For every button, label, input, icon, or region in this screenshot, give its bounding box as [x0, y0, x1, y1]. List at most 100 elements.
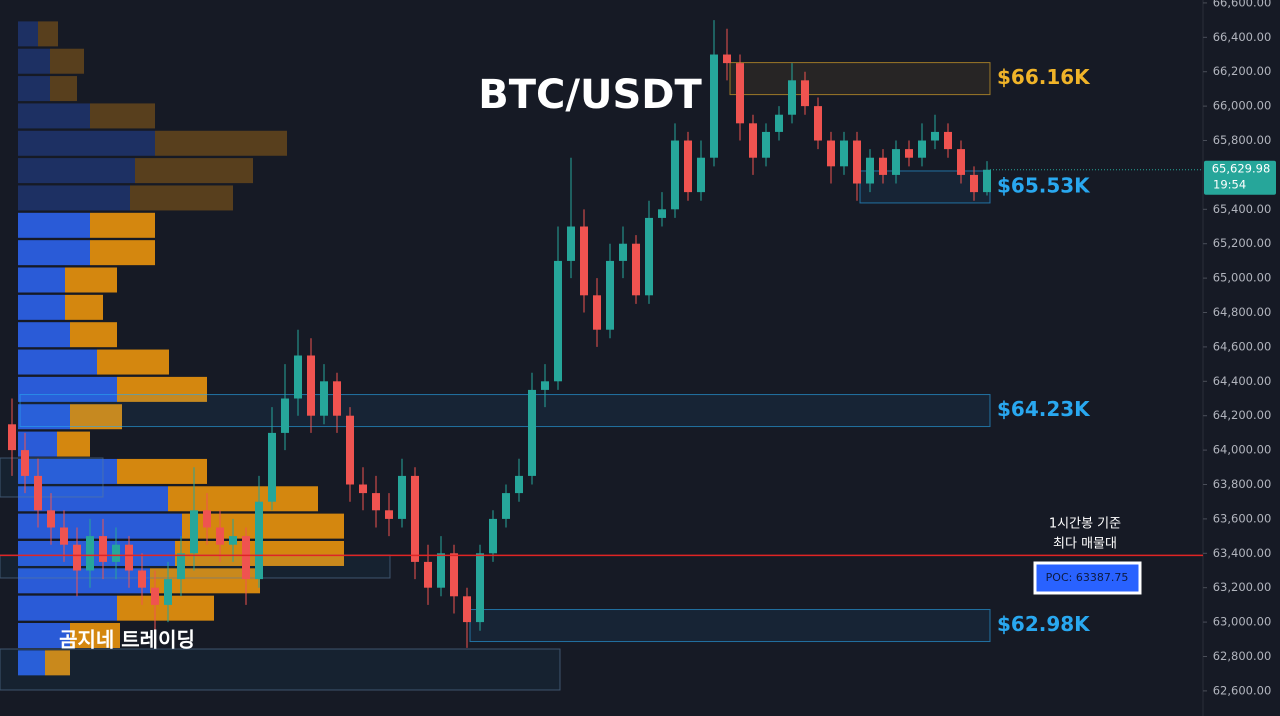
poc-label: POC: 63387.75 [1046, 571, 1129, 584]
profile-sell [70, 322, 117, 348]
candle-body [567, 226, 575, 261]
candle-body [619, 243, 627, 261]
candle-body [632, 243, 640, 296]
candle-body [424, 561, 432, 588]
zone-box-decor [0, 457, 104, 498]
candle-body [476, 553, 484, 623]
candle-body [918, 140, 926, 158]
candle-body [359, 484, 367, 494]
candle-body [268, 432, 276, 502]
candle-body [762, 131, 770, 158]
profile-sell [90, 103, 155, 129]
candle-body [554, 260, 562, 382]
candle-body [658, 209, 666, 218]
profile-buy [18, 595, 117, 621]
candle-body [411, 475, 419, 562]
candle-body [944, 131, 952, 150]
y-tick-label: 63,800.00 [1213, 477, 1272, 491]
candle-body [346, 415, 354, 485]
y-tick-label: 66,000.00 [1213, 99, 1272, 113]
zone-box-decor [0, 648, 561, 691]
profile-sell [50, 76, 77, 102]
zone-box [729, 62, 991, 96]
candle-body [216, 527, 224, 545]
candle-body [177, 553, 185, 580]
zone-label: $66.16K [997, 65, 1091, 89]
countdown-label: 19:54 [1213, 177, 1246, 191]
y-tick-label: 63,600.00 [1213, 511, 1272, 525]
candle-body [879, 157, 887, 175]
candle-body [593, 295, 601, 330]
candle-body [853, 140, 861, 184]
candle-body [827, 140, 835, 167]
candle-body [736, 63, 744, 124]
y-tick-label: 63,200.00 [1213, 580, 1272, 594]
y-tick-label: 64,800.00 [1213, 305, 1272, 319]
profile-buy [18, 130, 155, 156]
candle-body [99, 536, 107, 562]
candle-body [203, 510, 211, 528]
profile-sell [135, 158, 253, 184]
profile-sell [70, 404, 122, 430]
profile-buy [18, 349, 97, 375]
candle-body [21, 450, 29, 476]
candle-body [528, 389, 536, 476]
candle-body [905, 149, 913, 158]
profile-buy [18, 623, 70, 649]
candle-body [151, 587, 159, 605]
profile-sell [65, 294, 103, 320]
candle-body [983, 169, 991, 193]
candle-body [645, 217, 653, 296]
candle-body [125, 544, 133, 571]
profile-sell [117, 458, 207, 484]
profile-buy [18, 568, 150, 594]
y-tick-label: 65,400.00 [1213, 202, 1272, 216]
poc-note: 최다 매물대 [1053, 537, 1117, 552]
profile-buy [18, 404, 70, 430]
candle-body [580, 226, 588, 296]
profile-buy [18, 103, 90, 129]
profile-buy [18, 240, 90, 266]
last-price-label: 65,629.98 [1212, 161, 1271, 175]
profile-sell [90, 212, 155, 238]
candle-body [931, 131, 939, 141]
y-tick-label: 64,200.00 [1213, 408, 1272, 422]
candle-body [697, 157, 705, 193]
candle-body [489, 518, 497, 554]
y-tick-label: 66,400.00 [1213, 30, 1272, 44]
profile-sell [50, 48, 84, 74]
candle-body [541, 381, 549, 390]
candle-body [112, 544, 120, 562]
profile-buy [18, 376, 117, 402]
candle-body [164, 579, 172, 605]
candle-body [515, 475, 523, 494]
candle-body [606, 260, 614, 330]
candle-body [190, 510, 198, 554]
profile-buy [18, 158, 135, 184]
profile-buy [18, 650, 45, 676]
profile-sell [38, 21, 58, 47]
profile-buy [18, 212, 90, 238]
zone-box [19, 394, 991, 428]
y-tick-label: 65,800.00 [1213, 133, 1272, 147]
candle-body [892, 149, 900, 175]
candle-body [970, 174, 978, 193]
candle-body [463, 596, 471, 623]
y-tick-label: 66,600.00 [1213, 0, 1272, 9]
candle-body [840, 140, 848, 167]
profile-sell [130, 185, 233, 211]
profile-sell [168, 486, 318, 512]
candle-body [671, 140, 679, 210]
profile-buy [18, 21, 38, 47]
candle-body [710, 54, 718, 158]
candle-body [47, 510, 55, 528]
y-tick-label: 64,400.00 [1213, 374, 1272, 388]
profile-buy [18, 294, 65, 320]
profile-buy [18, 76, 50, 102]
candle-body [723, 54, 731, 64]
profile-buy [18, 267, 65, 293]
y-tick-label: 62,600.00 [1213, 683, 1272, 697]
zone-label: $62.98K [997, 612, 1091, 636]
candle-body [814, 106, 822, 141]
